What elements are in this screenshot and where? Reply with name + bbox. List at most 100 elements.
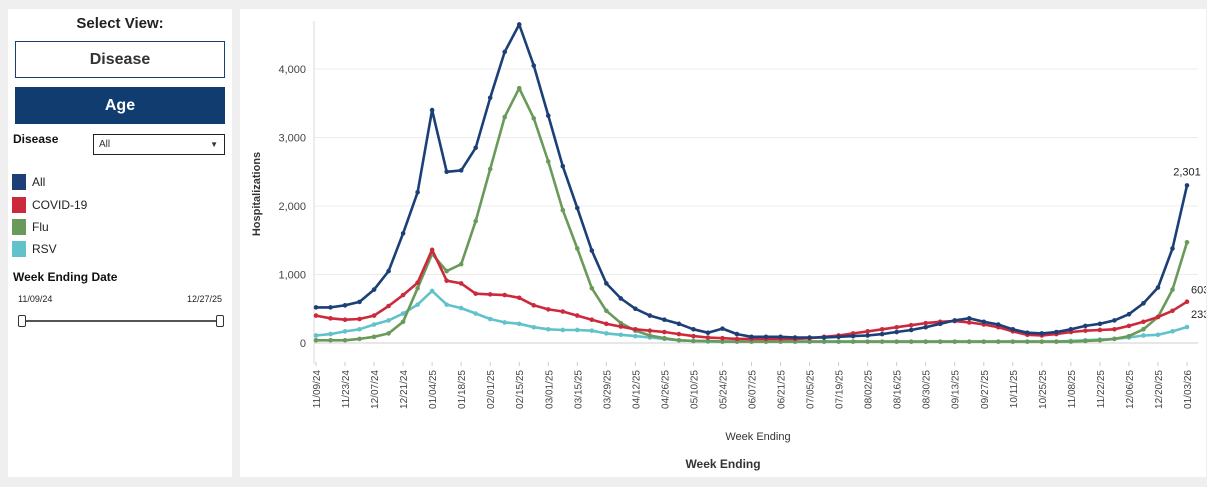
data-point-all [429, 107, 435, 113]
disease-filter-label: Disease [13, 132, 59, 146]
sidebar: Select View: Disease Age Disease All ▼ A… [8, 9, 232, 477]
data-point-covid-19 [313, 313, 319, 318]
data-point-all [1083, 323, 1088, 329]
data-point-rsv [633, 333, 638, 339]
data-point-all [778, 334, 783, 340]
data-point-rsv [589, 328, 595, 333]
age-view-button[interactable]: Age [15, 87, 225, 124]
data-point-all [618, 296, 624, 301]
data-point-covid-19 [386, 303, 391, 309]
data-point-rsv [1170, 329, 1175, 334]
data-point-flu [705, 338, 711, 344]
data-point-flu [807, 339, 812, 344]
data-point-flu [662, 335, 667, 341]
data-point-covid-19 [502, 292, 508, 298]
data-point-covid-19 [1155, 314, 1161, 320]
data-point-all [807, 335, 812, 340]
date-slider-start-handle[interactable] [18, 315, 26, 327]
x-tick-label: 07/05/25 [806, 370, 817, 409]
data-point-all [966, 316, 972, 321]
data-point-flu [850, 339, 856, 344]
data-point-all [937, 321, 943, 327]
data-point-flu [1112, 336, 1117, 342]
data-point-rsv [1141, 333, 1146, 338]
x-tick-label: 12/20/25 [1154, 370, 1165, 409]
data-point-flu [328, 337, 333, 343]
data-point-covid-19 [734, 336, 740, 342]
end-value-label: 233 [1191, 309, 1206, 321]
x-tick-label: 01/04/25 [428, 370, 439, 409]
data-point-flu [415, 285, 420, 291]
data-point-covid-19 [676, 331, 682, 337]
data-point-all [1097, 321, 1103, 327]
data-point-covid-19 [720, 335, 725, 341]
data-point-flu [952, 339, 958, 344]
data-point-all [995, 322, 1001, 327]
data-point-covid-19 [531, 303, 537, 308]
x-tick-label: 08/30/25 [922, 370, 933, 409]
data-point-flu [1083, 338, 1088, 344]
x-tick-label: 05/10/25 [689, 370, 700, 409]
data-point-all [1010, 327, 1016, 332]
data-point-rsv [328, 331, 333, 337]
y-tick-label: 2,000 [278, 201, 306, 213]
data-point-flu [1010, 339, 1016, 344]
y-axis-title: Hospitalizations [251, 152, 263, 236]
data-point-covid-19 [604, 321, 609, 327]
data-point-covid-19 [357, 316, 362, 322]
disease-view-button[interactable]: Disease [15, 41, 225, 78]
data-point-all [487, 95, 493, 101]
data-point-all [763, 334, 769, 340]
data-point-rsv [1184, 324, 1190, 330]
data-point-flu [1170, 287, 1175, 292]
data-point-all [400, 231, 406, 236]
y-tick-label: 4,000 [278, 64, 306, 76]
data-point-rsv [313, 333, 319, 338]
x-tick-label: 06/07/25 [748, 370, 759, 409]
x-tick-label: 03/29/25 [602, 370, 613, 409]
data-point-covid-19 [865, 329, 870, 334]
data-point-flu [400, 319, 406, 325]
x-tick-label: 01/18/25 [457, 370, 468, 409]
date-range-title: Week Ending Date [13, 270, 118, 284]
data-point-rsv [502, 320, 508, 325]
data-point-all [415, 190, 420, 195]
data-point-covid-19 [589, 317, 595, 323]
legend-swatch-flu [12, 219, 26, 235]
data-point-flu [575, 246, 580, 251]
x-tick-label: 11/23/24 [341, 370, 352, 409]
data-point-flu [1054, 339, 1059, 344]
date-slider-end-handle[interactable] [216, 315, 224, 327]
x-tick-label: 04/26/25 [660, 370, 671, 409]
data-point-flu [821, 339, 827, 344]
data-point-covid-19 [545, 307, 551, 312]
data-point-covid-19 [923, 320, 928, 326]
data-point-flu [589, 285, 595, 291]
legend-swatch-all [12, 174, 26, 190]
x-tick-label: 12/06/25 [1125, 370, 1136, 409]
data-point-rsv [429, 288, 435, 294]
data-point-covid-19 [1184, 299, 1190, 304]
data-point-flu [545, 159, 551, 164]
data-point-rsv [342, 329, 348, 334]
data-point-all [444, 169, 449, 175]
date-slider-track[interactable] [22, 320, 222, 322]
data-point-all [720, 326, 725, 331]
x-tick-label: 03/15/25 [573, 370, 584, 409]
data-point-covid-19 [647, 328, 653, 333]
data-point-all [1141, 300, 1146, 306]
disease-filter-dropdown[interactable]: All ▼ [93, 134, 225, 155]
data-point-all [371, 287, 377, 292]
data-point-flu [342, 337, 348, 343]
data-point-covid-19 [618, 324, 624, 329]
data-point-covid-19 [429, 247, 435, 253]
data-point-all [1184, 183, 1190, 188]
data-point-all [589, 248, 595, 253]
data-point-all [458, 168, 464, 173]
data-point-all [1112, 318, 1117, 323]
data-point-all [386, 268, 391, 274]
x-tick-label: 02/15/25 [515, 370, 526, 409]
chart-panel: 0 1,000 2,000 3,000 4,000 Hospitalizations 11/… [240, 9, 1206, 477]
data-point-flu [1039, 339, 1045, 344]
x-tick-label: 06/21/25 [777, 370, 788, 409]
